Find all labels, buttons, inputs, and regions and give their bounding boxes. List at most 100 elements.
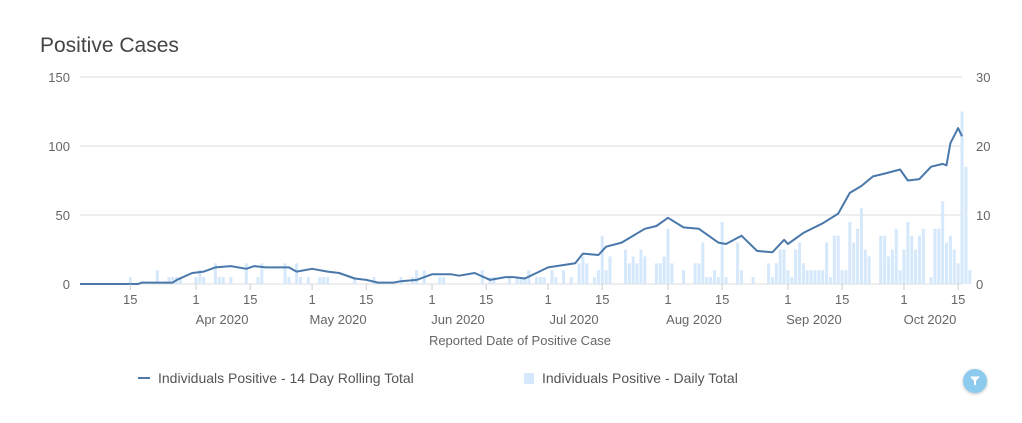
daily-total-bar [836, 235, 840, 284]
daily-total-bar [848, 221, 852, 284]
daily-total-bar [693, 263, 697, 284]
daily-total-bar [221, 277, 225, 284]
x-tick-label: 15 [835, 292, 849, 307]
daily-total-bar [534, 277, 538, 284]
x-tick-label: 1 [784, 292, 791, 307]
daily-total-bar [840, 270, 844, 284]
x-tick-label: 1 [428, 292, 435, 307]
daily-total-bar [538, 277, 542, 284]
daily-total-bar [326, 277, 330, 284]
daily-total-bar [914, 249, 918, 284]
y-left-tick-label: 100 [48, 139, 70, 154]
daily-total-bar [941, 201, 945, 284]
daily-total-bar [805, 270, 809, 284]
daily-total-bar [244, 263, 248, 284]
daily-total-bar [937, 228, 941, 284]
daily-total-bar [515, 277, 519, 284]
daily-total-bar [654, 263, 658, 284]
daily-total-bar [577, 263, 581, 284]
daily-total-bar [155, 270, 159, 284]
x-tick-label: 15 [951, 292, 965, 307]
legend-item-daily-total[interactable]: Individuals Positive - Daily Total [524, 370, 738, 386]
daily-total-bar [770, 277, 774, 284]
daily-total-bar [852, 242, 856, 284]
daily-total-bar [596, 270, 600, 284]
daily-total-bar [782, 249, 786, 284]
daily-total-bar [295, 263, 299, 284]
daily-total-bar [171, 277, 175, 284]
x-month-label: Jul 2020 [550, 312, 599, 327]
daily-total-bar [933, 228, 937, 284]
daily-total-bar [859, 208, 863, 284]
y-right-tick-label: 20 [976, 139, 990, 154]
daily-total-bar [790, 277, 794, 284]
daily-total-bar [774, 263, 778, 284]
y-right-tick-label: 0 [976, 277, 983, 292]
daily-total-bar [828, 277, 832, 284]
x-month-label: May 2020 [310, 312, 367, 327]
daily-total-bar [740, 270, 743, 284]
daily-total-bar [948, 235, 952, 284]
daily-total-bar [519, 277, 523, 284]
x-tick-label: 1 [544, 292, 551, 307]
daily-total-bar [801, 263, 805, 284]
daily-total-bar [627, 263, 631, 284]
daily-total-bar [813, 270, 817, 284]
chart-title: Positive Cases [40, 34, 179, 57]
daily-total-bar [442, 277, 446, 284]
daily-total-bar [720, 221, 724, 284]
daily-total-bar [194, 277, 198, 284]
daily-total-bar [681, 270, 685, 284]
x-month-label: Oct 2020 [904, 312, 957, 327]
daily-total-bar [658, 263, 662, 284]
daily-total-bar [844, 270, 848, 284]
daily-total-bar [202, 277, 206, 284]
daily-total-bar [415, 270, 419, 284]
x-month-label: Sep 2020 [786, 312, 842, 327]
daily-total-bar [964, 166, 968, 284]
daily-total-bar [287, 277, 291, 284]
daily-total-bar [786, 270, 790, 284]
filter-button[interactable] [963, 369, 987, 393]
daily-total-bar [623, 249, 627, 284]
daily-total-bar [945, 242, 949, 284]
daily-total-bar [883, 235, 887, 284]
daily-total-bar [438, 277, 442, 284]
y-left-tick-label: 50 [56, 208, 70, 223]
daily-total-bar [956, 263, 960, 284]
daily-total-bar [128, 277, 132, 284]
daily-total-bar [639, 249, 643, 284]
daily-total-bar [778, 249, 782, 284]
daily-total-bar [952, 249, 956, 284]
daily-total-bar [562, 270, 566, 284]
daily-total-bar [917, 235, 921, 284]
daily-total-bar [705, 277, 709, 284]
daily-total-bar [581, 256, 585, 284]
daily-total-bar [213, 263, 217, 284]
daily-total-bar [798, 242, 802, 284]
x-tick-label: 15 [595, 292, 609, 307]
daily-total-bar [600, 235, 604, 284]
x-tick-label: 15 [243, 292, 257, 307]
daily-total-bar [256, 277, 260, 284]
daily-total-bar [964, 242, 968, 284]
daily-total-bar [306, 277, 310, 284]
daily-total-bar [701, 242, 705, 284]
daily-total-bar [832, 235, 836, 284]
daily-total-bar [167, 277, 171, 284]
daily-total-bar [662, 256, 666, 284]
daily-total-bar [260, 263, 264, 284]
legend-item-rolling-total[interactable]: Individuals Positive - 14 Day Rolling To… [138, 370, 414, 386]
daily-total-bar [709, 277, 713, 284]
daily-total-bar [542, 277, 546, 284]
daily-total-bar [879, 235, 883, 284]
daily-total-bar [902, 249, 906, 284]
daily-total-bar [794, 249, 798, 284]
legend-label: Individuals Positive - 14 Day Rolling To… [158, 370, 414, 386]
line-legend-icon [138, 377, 150, 379]
daily-total-bar [604, 270, 608, 284]
daily-total-bar [322, 277, 326, 284]
x-tick-label: 1 [308, 292, 315, 307]
daily-total-bar [229, 277, 233, 284]
daily-total-bar [585, 263, 589, 284]
